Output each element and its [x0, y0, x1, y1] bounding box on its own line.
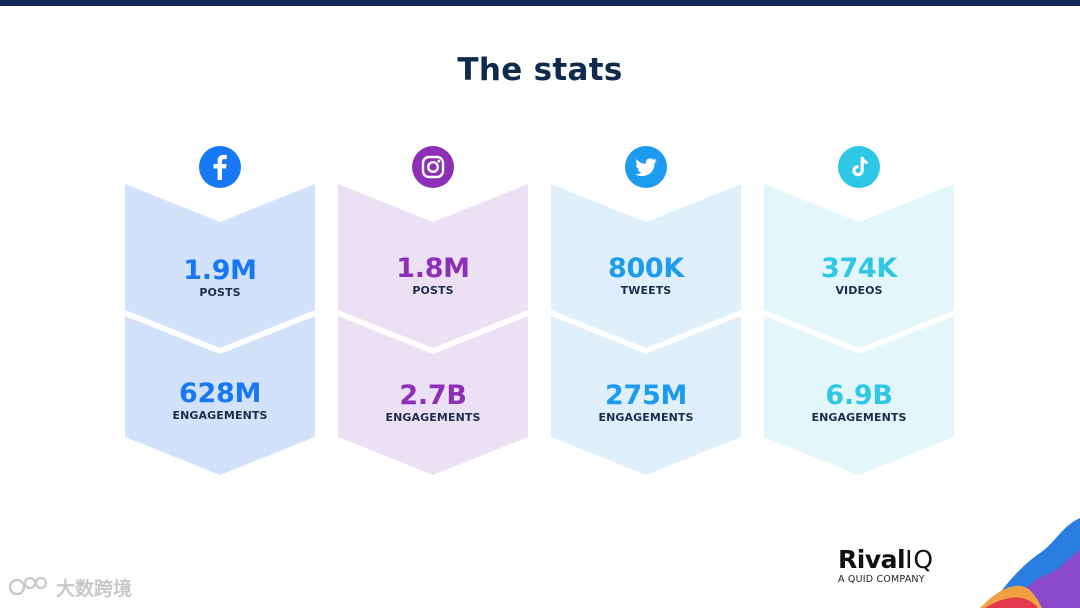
- chevron-panel-bottom: [551, 316, 741, 475]
- stat-label: POSTS: [412, 284, 454, 297]
- chevron-panel-top: [551, 184, 741, 348]
- stat-label: POSTS: [199, 286, 241, 299]
- stat-value: 1.8M: [396, 253, 470, 284]
- watermark-logo-icon: [8, 576, 48, 596]
- stat-label: VIDEOS: [835, 284, 883, 297]
- stat-primary: 1.9M POSTS: [125, 256, 315, 300]
- rival-iq-logo: RivalIQ A QUID COMPANY: [838, 546, 968, 586]
- chevron-panels: [764, 184, 954, 476]
- corner-wave-decoration: [980, 518, 1080, 608]
- stat-primary: 374K VIDEOS: [764, 254, 954, 298]
- instagram-icon: [412, 146, 454, 188]
- chevron-panels: [338, 184, 528, 476]
- chevron-panel-bottom: [338, 316, 528, 475]
- chevron-panel-top: [338, 184, 528, 348]
- facebook-icon: [199, 146, 241, 188]
- stat-column-twitter: 800K TWEETS 275M ENGAGEMENTS: [551, 146, 741, 486]
- logo-wordmark: RivalIQ: [838, 546, 968, 574]
- chevron-panel-bottom: [764, 316, 954, 475]
- stat-secondary: 275M ENGAGEMENTS: [551, 381, 741, 425]
- stat-primary: 800K TWEETS: [551, 254, 741, 298]
- stat-value: 275M: [604, 380, 688, 411]
- stat-value: 800K: [607, 253, 685, 284]
- stat-label: ENGAGEMENTS: [385, 411, 481, 424]
- watermark: 大数跨境: [8, 572, 132, 602]
- logo-iq: IQ: [905, 545, 935, 574]
- chevron-panel-top: [764, 184, 954, 348]
- stat-label: TWEETS: [620, 284, 672, 297]
- stat-label: ENGAGEMENTS: [172, 409, 268, 422]
- stat-primary: 1.8M POSTS: [338, 254, 528, 298]
- slide-title: The stats: [457, 52, 623, 88]
- top-accent-bar: [0, 0, 1080, 6]
- stat-column-tiktok: 374K VIDEOS 6.9B ENGAGEMENTS: [764, 146, 954, 486]
- stat-value: 2.7B: [399, 380, 467, 411]
- stat-secondary: 6.9B ENGAGEMENTS: [764, 381, 954, 425]
- stat-column-instagram: 1.8M POSTS 2.7B ENGAGEMENTS: [338, 146, 528, 486]
- chevron-panel-bottom: [125, 316, 315, 475]
- watermark-text: 大数跨境: [56, 577, 133, 600]
- stat-label: ENGAGEMENTS: [598, 411, 694, 424]
- stat-label: ENGAGEMENTS: [811, 411, 907, 424]
- stat-value: 374K: [820, 253, 898, 284]
- stat-value: 1.9M: [183, 255, 257, 286]
- logo-word: Rival: [838, 545, 906, 574]
- chevron-panel-top: [125, 184, 315, 348]
- tiktok-icon: [838, 146, 880, 188]
- logo-tagline: A QUID COMPANY: [838, 574, 925, 585]
- chevron-panels: [125, 184, 315, 476]
- stat-secondary: 628M ENGAGEMENTS: [125, 379, 315, 423]
- chevron-panels: [551, 184, 741, 476]
- stat-column-facebook: 1.9M POSTS 628M ENGAGEMENTS: [125, 146, 315, 486]
- stat-value: 6.9B: [825, 380, 893, 411]
- twitter-icon: [625, 146, 667, 188]
- stat-value: 628M: [178, 378, 262, 409]
- stat-secondary: 2.7B ENGAGEMENTS: [338, 381, 528, 425]
